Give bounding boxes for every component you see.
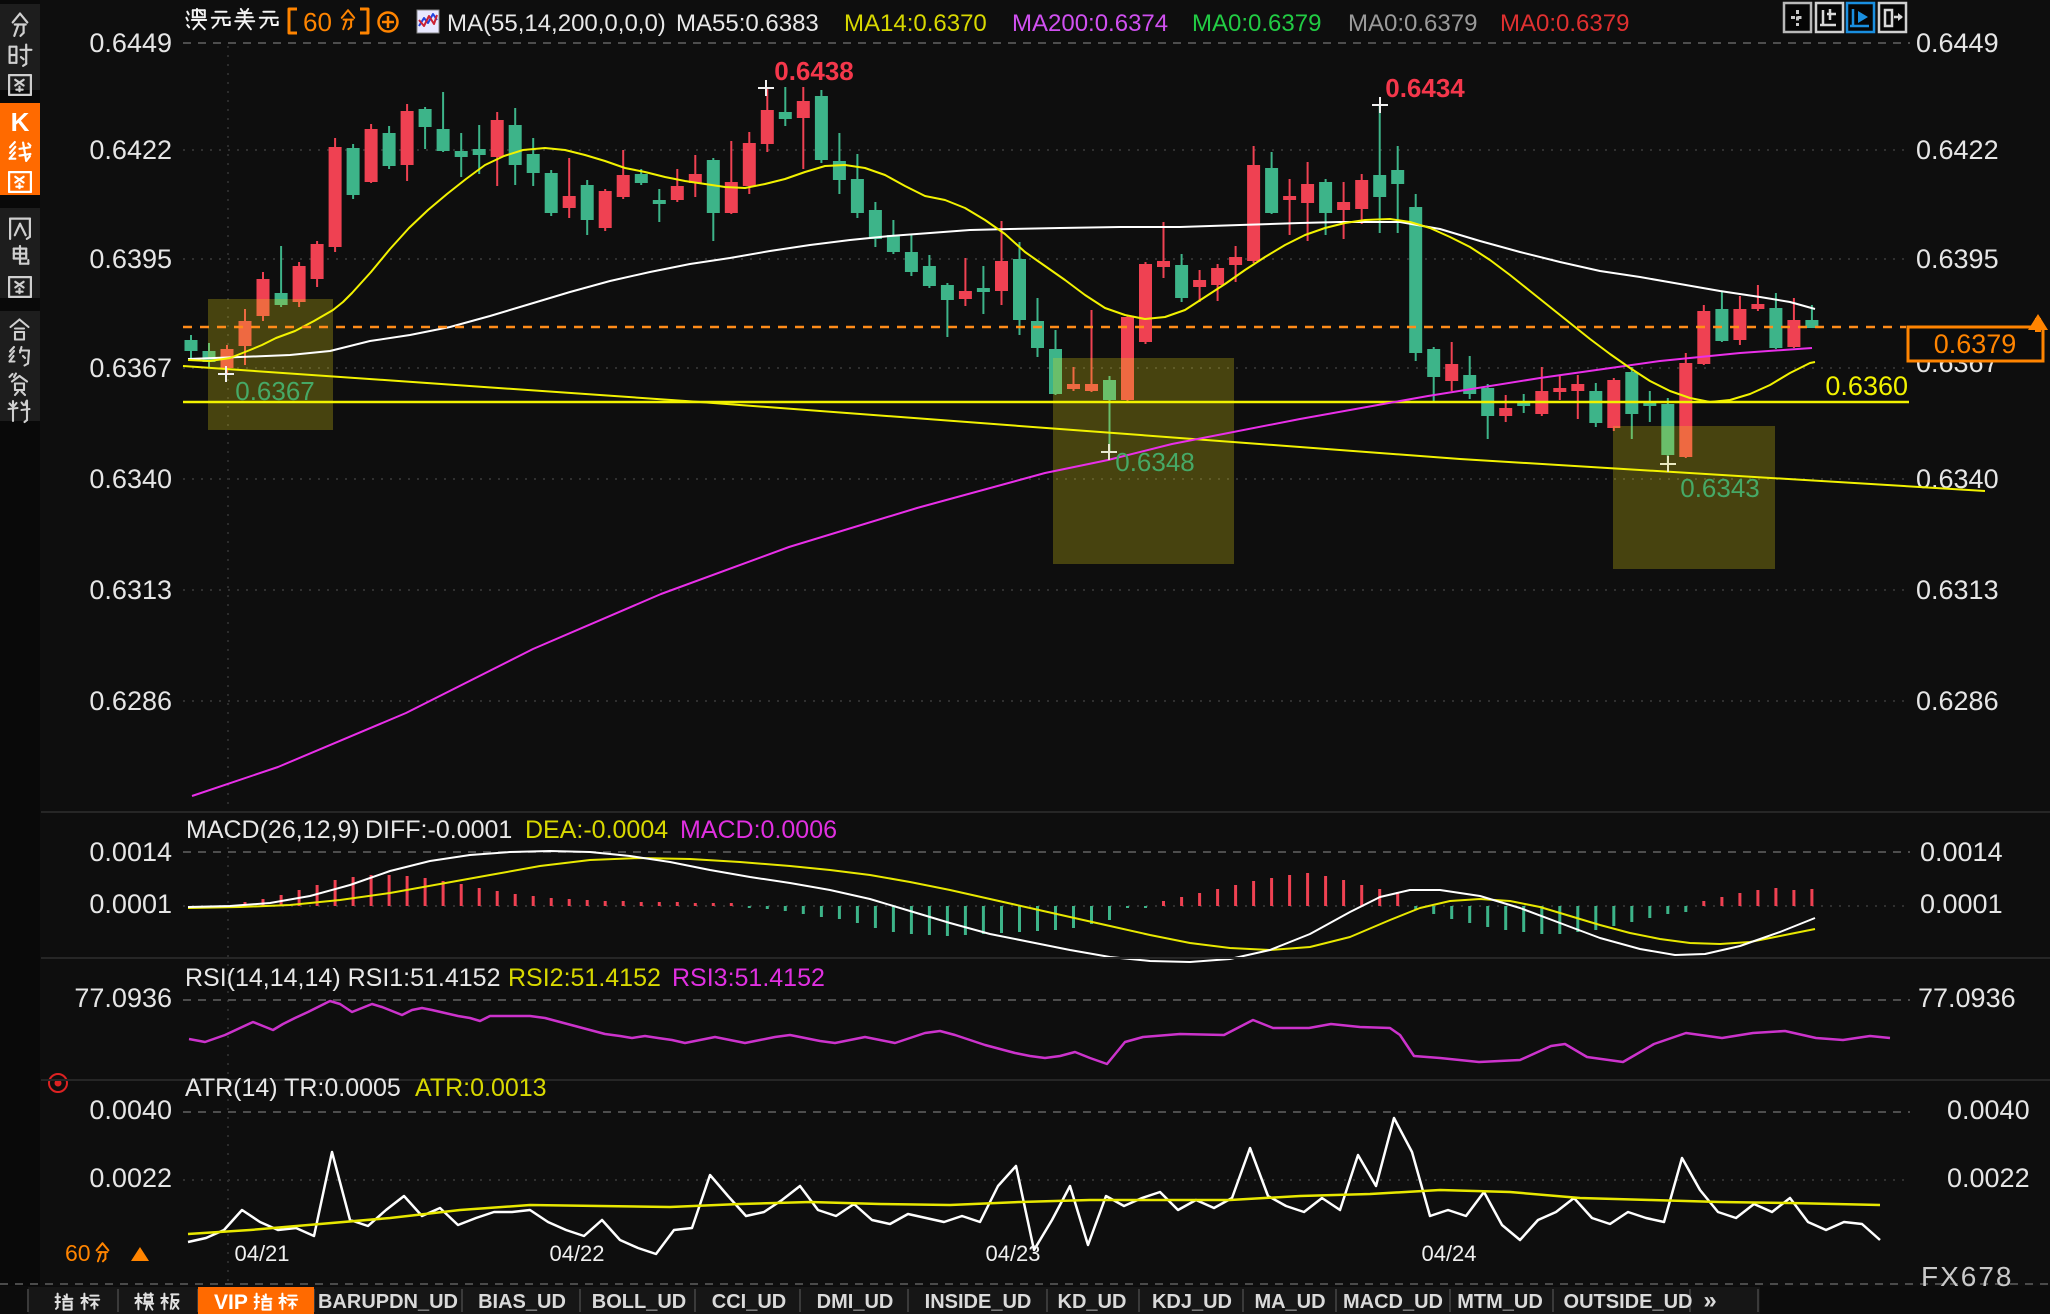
svg-text:0.6438: 0.6438 bbox=[774, 56, 854, 86]
svg-text:0.6449: 0.6449 bbox=[1916, 28, 1999, 58]
svg-text:INSIDE_UD: INSIDE_UD bbox=[925, 1291, 1032, 1313]
svg-text:MA_UD: MA_UD bbox=[1254, 1291, 1325, 1313]
svg-text:FX678: FX678 bbox=[1921, 1261, 2014, 1292]
svg-text:BOLL_UD: BOLL_UD bbox=[592, 1291, 686, 1313]
svg-text:0.6367: 0.6367 bbox=[89, 353, 172, 383]
svg-text:RSI3:51.4152: RSI3:51.4152 bbox=[672, 964, 825, 992]
svg-text:MA55:0.6383: MA55:0.6383 bbox=[676, 10, 819, 37]
svg-text:BARUPDN_UD: BARUPDN_UD bbox=[318, 1291, 458, 1313]
svg-text:MA14:0.6370: MA14:0.6370 bbox=[844, 10, 987, 37]
svg-text:KDJ_UD: KDJ_UD bbox=[1152, 1291, 1232, 1313]
svg-text:0.6340: 0.6340 bbox=[89, 464, 172, 494]
svg-text:MTM_UD: MTM_UD bbox=[1457, 1291, 1543, 1313]
svg-text:0.6422: 0.6422 bbox=[89, 135, 172, 165]
svg-text:VIP: VIP bbox=[214, 1291, 248, 1314]
svg-text:MACD:0.0006: MACD:0.0006 bbox=[680, 816, 837, 844]
svg-text:04/23: 04/23 bbox=[985, 1241, 1040, 1266]
svg-text:K: K bbox=[11, 107, 30, 137]
svg-text:0.6395: 0.6395 bbox=[89, 244, 172, 274]
svg-text:MACD_UD: MACD_UD bbox=[1343, 1291, 1443, 1313]
svg-text:KD_UD: KD_UD bbox=[1058, 1291, 1127, 1313]
svg-text:OUTSIDE_UD: OUTSIDE_UD bbox=[1564, 1291, 1693, 1313]
svg-text:0.6422: 0.6422 bbox=[1916, 135, 1999, 165]
svg-text:04/22: 04/22 bbox=[549, 1241, 604, 1266]
svg-text:MA200:0.6374: MA200:0.6374 bbox=[1012, 10, 1168, 37]
svg-text:RSI(14,14,14) RSI1:51.4152: RSI(14,14,14) RSI1:51.4152 bbox=[185, 964, 500, 992]
svg-text:0.6286: 0.6286 bbox=[89, 686, 172, 716]
svg-text:MA0:0.6379: MA0:0.6379 bbox=[1192, 10, 1321, 37]
svg-text:0.6313: 0.6313 bbox=[1916, 575, 1999, 605]
svg-text:0.0040: 0.0040 bbox=[89, 1095, 172, 1125]
svg-text:60: 60 bbox=[303, 7, 332, 37]
svg-text:0.0022: 0.0022 bbox=[89, 1163, 172, 1193]
svg-text:MA(55,14,200,0,0,0): MA(55,14,200,0,0,0) bbox=[447, 10, 666, 37]
svg-text:MA0:0.6379: MA0:0.6379 bbox=[1500, 10, 1629, 37]
svg-text:04/21: 04/21 bbox=[234, 1241, 289, 1266]
svg-text:0.6360: 0.6360 bbox=[1825, 371, 1908, 401]
svg-text:0.0040: 0.0040 bbox=[1947, 1095, 2030, 1125]
svg-text:RSI2:51.4152: RSI2:51.4152 bbox=[508, 964, 661, 992]
svg-text:0.0001: 0.0001 bbox=[1920, 889, 2003, 919]
svg-text:0.6343: 0.6343 bbox=[1680, 473, 1760, 503]
svg-text:DIFF:-0.0001: DIFF:-0.0001 bbox=[365, 816, 512, 844]
svg-text:MACD(26,12,9): MACD(26,12,9) bbox=[186, 816, 360, 844]
svg-text:0.0001: 0.0001 bbox=[89, 889, 172, 919]
svg-text:0.0014: 0.0014 bbox=[89, 837, 172, 867]
svg-text:0.6313: 0.6313 bbox=[89, 575, 172, 605]
svg-text:0.6379: 0.6379 bbox=[1934, 329, 2017, 359]
svg-text:ATR:0.0013: ATR:0.0013 bbox=[415, 1074, 547, 1102]
svg-text:04/24: 04/24 bbox=[1421, 1241, 1476, 1266]
svg-text:DEA:-0.0004: DEA:-0.0004 bbox=[525, 816, 668, 844]
svg-text:0.6395: 0.6395 bbox=[1916, 244, 1999, 274]
svg-text:0.6286: 0.6286 bbox=[1916, 686, 1999, 716]
svg-text:ATR(14) TR:0.0005: ATR(14) TR:0.0005 bbox=[185, 1074, 401, 1102]
svg-text:DMI_UD: DMI_UD bbox=[817, 1291, 894, 1313]
svg-text:»: » bbox=[1703, 1287, 1716, 1314]
svg-text:CCI_UD: CCI_UD bbox=[712, 1291, 786, 1313]
svg-text:0.0014: 0.0014 bbox=[1920, 837, 2003, 867]
svg-text:77.0936: 77.0936 bbox=[1918, 983, 2016, 1013]
svg-text:0.6348: 0.6348 bbox=[1115, 447, 1195, 477]
svg-text:BIAS_UD: BIAS_UD bbox=[478, 1291, 566, 1313]
svg-text:0.0022: 0.0022 bbox=[1947, 1163, 2030, 1193]
svg-text:77.0936: 77.0936 bbox=[74, 983, 172, 1013]
svg-text:0.6449: 0.6449 bbox=[89, 28, 172, 58]
svg-text:MA0:0.6379: MA0:0.6379 bbox=[1348, 10, 1477, 37]
svg-text:0.6367: 0.6367 bbox=[235, 376, 315, 406]
svg-text:60: 60 bbox=[65, 1240, 91, 1266]
svg-text:0.6434: 0.6434 bbox=[1385, 73, 1465, 103]
